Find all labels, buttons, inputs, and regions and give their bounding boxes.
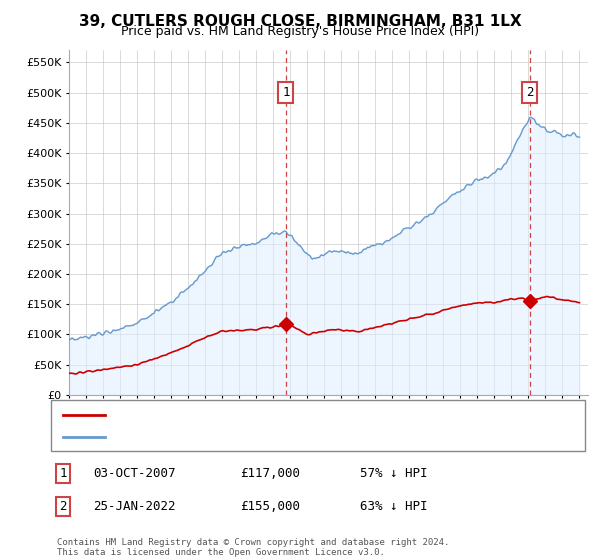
Text: 2: 2 [59, 500, 67, 514]
Text: 25-JAN-2022: 25-JAN-2022 [93, 500, 176, 514]
Text: £117,000: £117,000 [240, 466, 300, 480]
Text: 1: 1 [282, 86, 290, 99]
Text: 39, CUTLERS ROUGH CLOSE, BIRMINGHAM, B31 1LX: 39, CUTLERS ROUGH CLOSE, BIRMINGHAM, B31… [79, 14, 521, 29]
Text: 63% ↓ HPI: 63% ↓ HPI [360, 500, 427, 514]
Text: 2: 2 [526, 86, 533, 99]
Text: Price paid vs. HM Land Registry's House Price Index (HPI): Price paid vs. HM Land Registry's House … [121, 25, 479, 38]
Text: 1: 1 [59, 466, 67, 480]
Text: 03-OCT-2007: 03-OCT-2007 [93, 466, 176, 480]
Text: Contains HM Land Registry data © Crown copyright and database right 2024.
This d: Contains HM Land Registry data © Crown c… [57, 538, 449, 557]
Text: 57% ↓ HPI: 57% ↓ HPI [360, 466, 427, 480]
Text: 39, CUTLERS ROUGH CLOSE, BIRMINGHAM, B31 1LX (detached house): 39, CUTLERS ROUGH CLOSE, BIRMINGHAM, B31… [114, 409, 526, 419]
Text: £155,000: £155,000 [240, 500, 300, 514]
Text: HPI: Average price, detached house, Birmingham: HPI: Average price, detached house, Birm… [114, 432, 425, 442]
